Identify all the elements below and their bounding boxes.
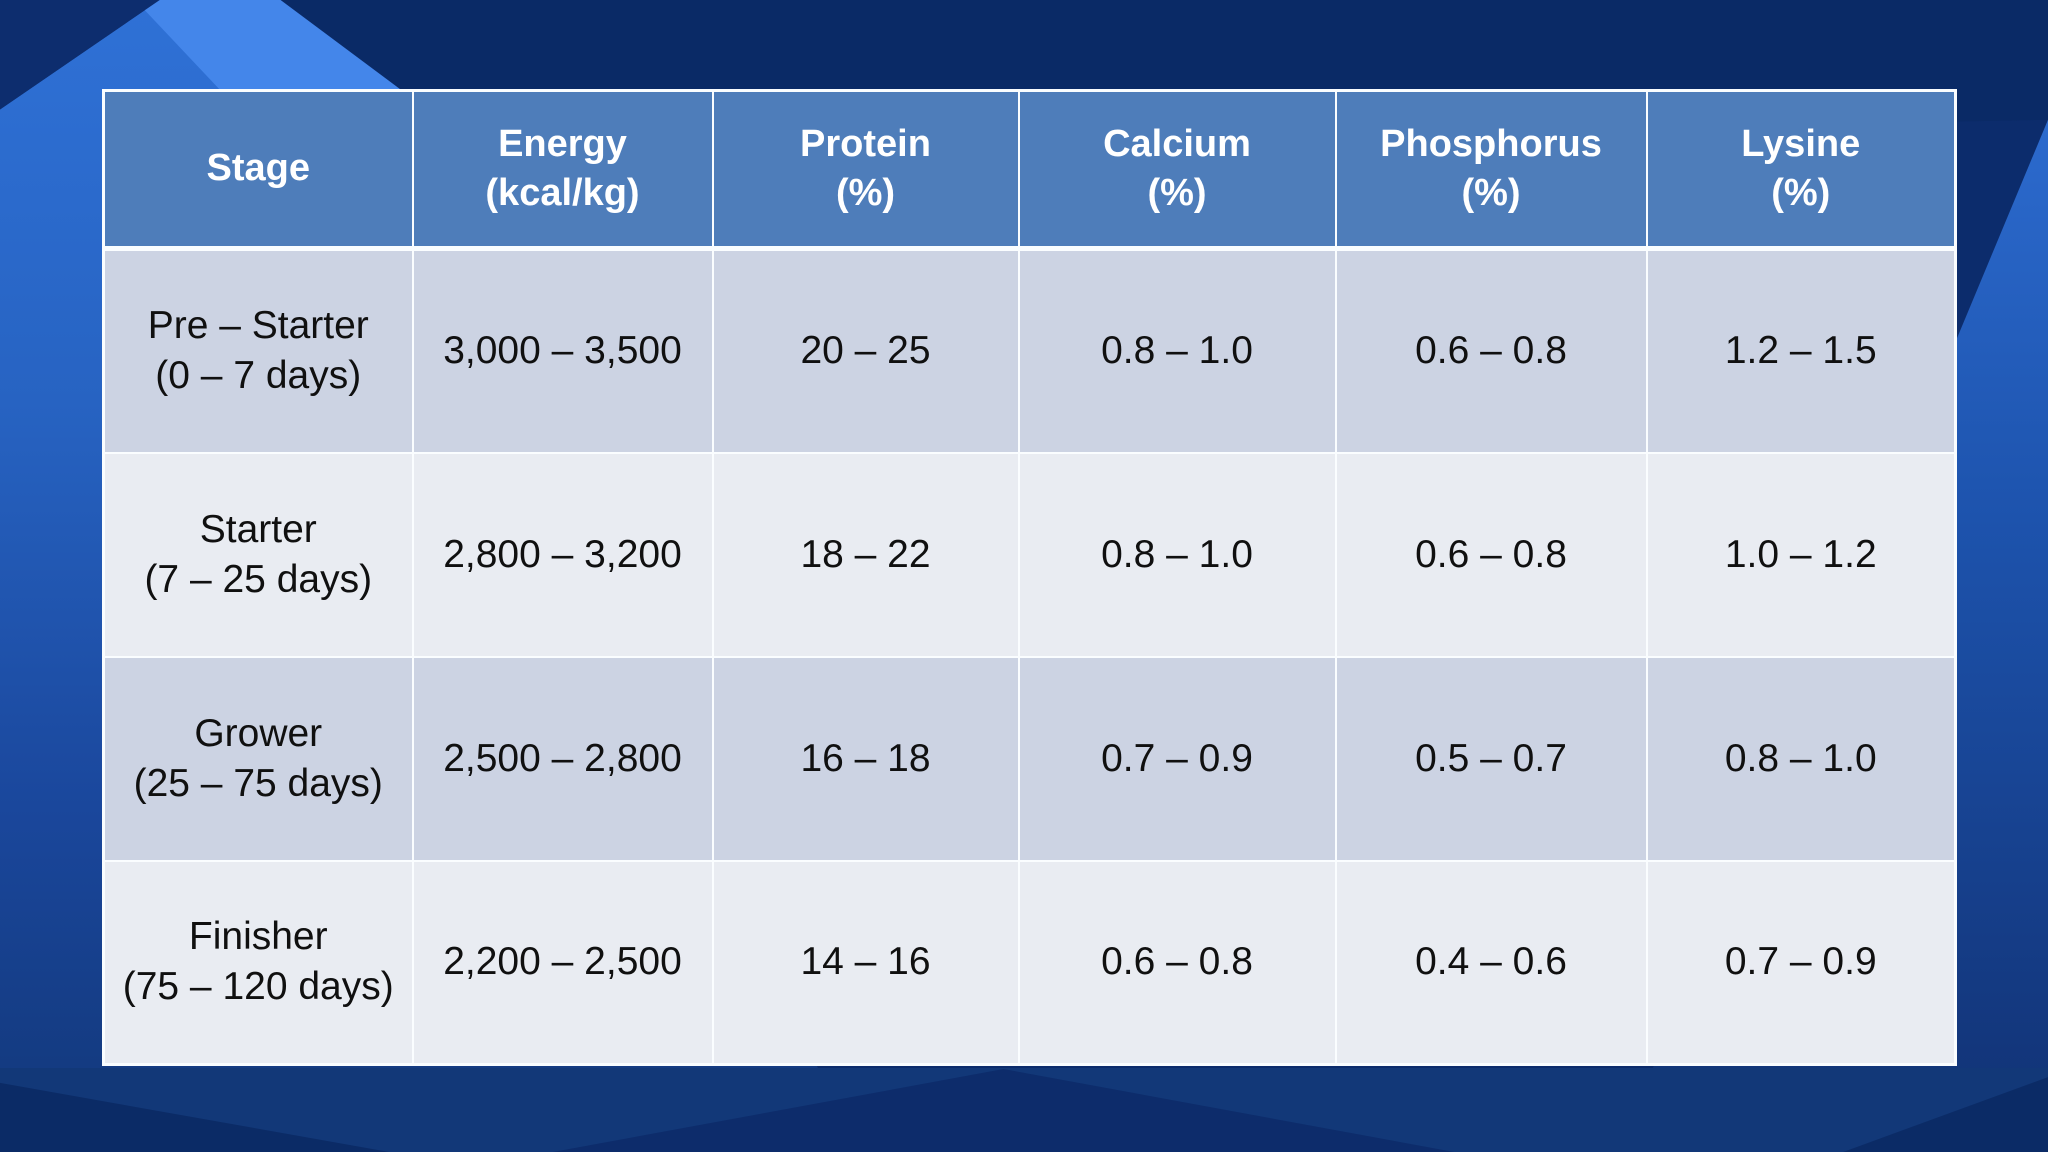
cell-phosphorus: 0.4 – 0.6 xyxy=(1334,859,1648,1066)
cell-stage: Starter (7 – 25 days) xyxy=(102,451,414,658)
header-cell-lysine: Lysine (%) xyxy=(1645,89,1957,251)
cell-stage: Finisher (75 – 120 days) xyxy=(102,859,414,1066)
cell-phosphorus: 0.6 – 0.8 xyxy=(1334,451,1648,658)
cell-calcium: 0.8 – 1.0 xyxy=(1017,451,1337,658)
header-label: Stage xyxy=(206,147,310,190)
cell-energy: 3,000 – 3,500 xyxy=(411,247,714,454)
cell-lysine: 1.2 – 1.5 xyxy=(1645,247,1957,454)
cell-phosphorus: 0.6 – 0.8 xyxy=(1334,247,1648,454)
cell-calcium: 0.8 – 1.0 xyxy=(1017,247,1337,454)
feed-requirements-table: Stage Energy (kcal/kg) Protein (%) Calci… xyxy=(102,89,1957,1066)
header-cell-stage: Stage xyxy=(102,89,414,251)
cell-lysine: 1.0 – 1.2 xyxy=(1645,451,1957,658)
stage-name: Finisher xyxy=(188,915,328,959)
header-cell-energy: Energy (kcal/kg) xyxy=(411,89,714,251)
cell-energy: 2,500 – 2,800 xyxy=(411,655,714,862)
header-label: Phosphorus xyxy=(1380,122,1602,165)
cell-energy: 2,200 – 2,500 xyxy=(411,859,714,1066)
stage-period: (7 – 25 days) xyxy=(144,557,373,601)
header-sublabel: (kcal/kg) xyxy=(485,172,640,214)
cell-protein: 16 – 18 xyxy=(711,655,1020,862)
header-cell-calcium: Calcium (%) xyxy=(1017,89,1337,251)
cell-lysine: 0.7 – 0.9 xyxy=(1645,859,1957,1066)
header-sublabel: (%) xyxy=(1461,172,1521,214)
stage-period: (25 – 75 days) xyxy=(133,761,383,805)
header-label: Calcium xyxy=(1103,122,1251,165)
header-row: Stage Energy (kcal/kg) Protein (%) Calci… xyxy=(102,89,1957,251)
table-row-starter: Starter (7 – 25 days) 2,800 – 3,200 18 –… xyxy=(102,451,1957,658)
header-sublabel: (%) xyxy=(1147,172,1207,214)
header-label: Energy xyxy=(498,122,627,165)
cell-stage: Grower (25 – 75 days) xyxy=(102,655,414,862)
header-label: Lysine xyxy=(1741,122,1861,165)
stage-period: (0 – 7 days) xyxy=(155,354,362,398)
cell-calcium: 0.7 – 0.9 xyxy=(1017,655,1337,862)
stage-name: Pre – Starter xyxy=(147,304,369,348)
cell-energy: 2,800 – 3,200 xyxy=(411,451,714,658)
stage-name: Starter xyxy=(199,507,317,551)
cell-protein: 20 – 25 xyxy=(711,247,1020,454)
cell-stage: Pre – Starter (0 – 7 days) xyxy=(102,247,414,454)
stage-period: (75 – 120 days) xyxy=(122,965,394,1009)
header-cell-protein: Protein (%) xyxy=(711,89,1020,251)
table-row-grower: Grower (25 – 75 days) 2,500 – 2,800 16 –… xyxy=(102,655,1957,862)
cell-phosphorus: 0.5 – 0.7 xyxy=(1334,655,1648,862)
table-row-finisher: Finisher (75 – 120 days) 2,200 – 2,500 1… xyxy=(102,859,1957,1066)
header-cell-phosphorus: Phosphorus (%) xyxy=(1334,89,1648,251)
cell-lysine: 0.8 – 1.0 xyxy=(1645,655,1957,862)
header-sublabel: (%) xyxy=(1771,172,1831,214)
header-sublabel: (%) xyxy=(835,172,896,214)
header-label: Protein xyxy=(800,122,931,165)
stage-name: Grower xyxy=(194,711,323,755)
table-row-pre-starter: Pre – Starter (0 – 7 days) 3,000 – 3,500… xyxy=(102,247,1957,454)
cell-calcium: 0.6 – 0.8 xyxy=(1017,859,1337,1066)
cell-protein: 14 – 16 xyxy=(711,859,1020,1066)
cell-protein: 18 – 22 xyxy=(711,451,1020,658)
